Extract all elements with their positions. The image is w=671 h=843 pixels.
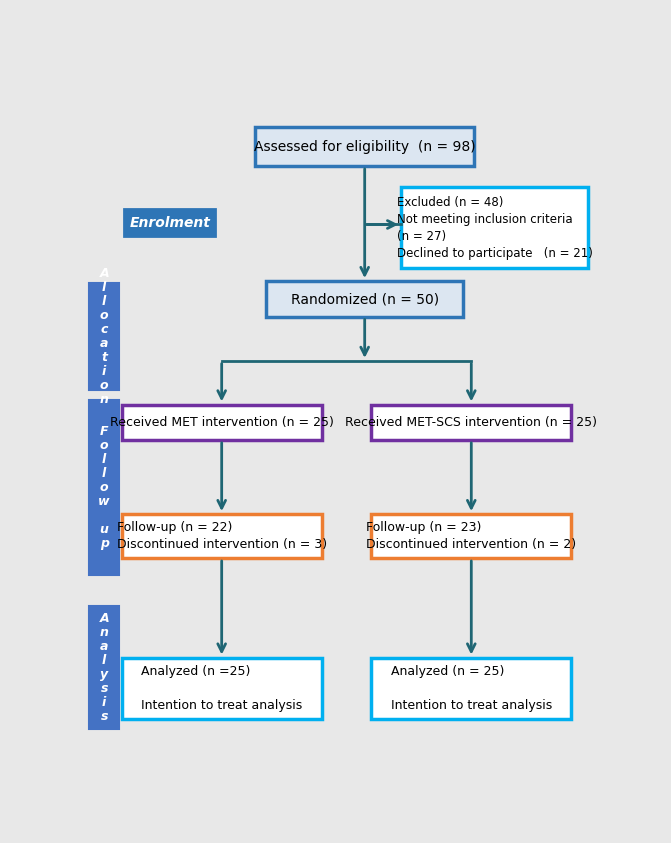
Text: Received MET intervention (n = 25): Received MET intervention (n = 25) bbox=[110, 416, 333, 429]
Text: Assessed for eligibility  (n = 98): Assessed for eligibility (n = 98) bbox=[254, 140, 476, 153]
Text: Randomized (n = 50): Randomized (n = 50) bbox=[291, 293, 439, 306]
Text: Analyzed (n = 25)

Intention to treat analysis: Analyzed (n = 25) Intention to treat ana… bbox=[391, 665, 552, 712]
FancyBboxPatch shape bbox=[371, 658, 572, 719]
FancyBboxPatch shape bbox=[371, 405, 572, 440]
FancyBboxPatch shape bbox=[124, 209, 215, 236]
Text: Follow-up (n = 23)
Discontinued intervention (n = 2): Follow-up (n = 23) Discontinued interven… bbox=[366, 521, 576, 551]
Text: Analyzed (n =25)

Intention to treat analysis: Analyzed (n =25) Intention to treat anal… bbox=[141, 665, 303, 712]
Text: Received MET-SCS intervention (n = 25): Received MET-SCS intervention (n = 25) bbox=[346, 416, 597, 429]
FancyBboxPatch shape bbox=[121, 405, 322, 440]
FancyBboxPatch shape bbox=[401, 187, 588, 268]
FancyBboxPatch shape bbox=[89, 400, 119, 575]
FancyBboxPatch shape bbox=[371, 514, 572, 558]
FancyBboxPatch shape bbox=[121, 658, 322, 719]
FancyBboxPatch shape bbox=[121, 514, 322, 558]
Text: Excluded (n = 48)
Not meeting inclusion criteria
(n = 27)
Declined to participat: Excluded (n = 48) Not meeting inclusion … bbox=[397, 196, 592, 260]
Text: F
o
l
l
o
w

u
p: F o l l o w u p bbox=[99, 425, 110, 550]
Text: A
n
a
l
y
s
i
s: A n a l y s i s bbox=[99, 612, 109, 722]
FancyBboxPatch shape bbox=[266, 282, 464, 317]
FancyBboxPatch shape bbox=[89, 605, 119, 729]
Text: A
l
l
o
c
a
t
i
o
n: A l l o c a t i o n bbox=[99, 267, 109, 406]
Text: Enrolment: Enrolment bbox=[130, 216, 210, 229]
Text: Follow-up (n = 22)
Discontinued intervention (n = 3): Follow-up (n = 22) Discontinued interven… bbox=[117, 521, 327, 551]
FancyBboxPatch shape bbox=[256, 127, 474, 166]
FancyBboxPatch shape bbox=[89, 283, 119, 390]
